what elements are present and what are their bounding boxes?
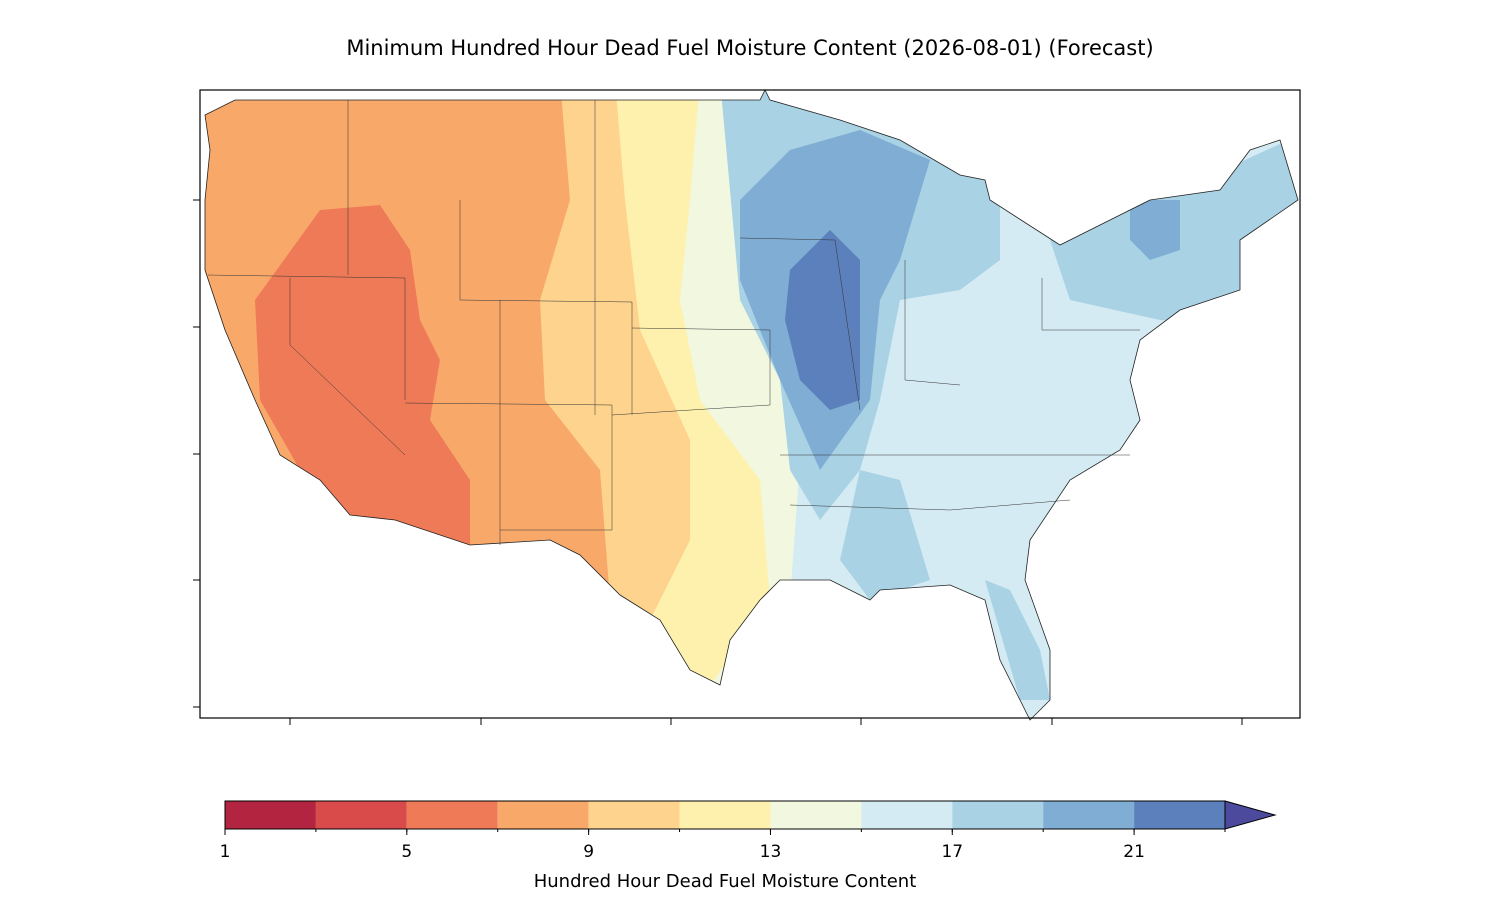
colorbar-bin (315, 801, 407, 829)
colorbar-bin (1134, 801, 1225, 829)
colorbar-tick-label: 1 (220, 842, 231, 862)
colorbar-bin (406, 801, 498, 829)
colorbar-bin (225, 801, 316, 829)
colorbar: 1 5 9 13 17 21 (220, 800, 1277, 862)
moisture-zone (255, 205, 470, 550)
colorbar-bin (861, 801, 953, 829)
colorbar-tick-label: 21 (1123, 842, 1145, 862)
frame-ticks (193, 199, 1243, 725)
moisture-zone (785, 230, 860, 410)
colorbar-tick-label: 13 (760, 842, 782, 862)
moisture-zone (985, 580, 1050, 700)
moisture-zone (840, 470, 930, 600)
colorbar-extend (1224, 800, 1277, 830)
colorbar-tick-label: 5 (401, 842, 412, 862)
colorbar-tick-label: 9 (583, 842, 594, 862)
colorbar-bin (497, 801, 589, 829)
colorbar-bin (679, 801, 771, 829)
us-outline (204, 89, 1299, 721)
map (205, 90, 1298, 720)
colorbar-tick-label: 17 (941, 842, 963, 862)
colorbar-frame (224, 800, 1226, 830)
colorbar-bin (770, 801, 862, 829)
state-lines (207, 100, 1140, 545)
colorbar-bin (1043, 801, 1135, 829)
colorbar-bin (588, 801, 680, 829)
colorbar-bin (952, 801, 1044, 829)
chart-title: Minimum Hundred Hour Dead Fuel Moisture … (346, 36, 1153, 60)
map-frame (199, 89, 1301, 719)
colorbar-label: Hundred Hour Dead Fuel Moisture Content (534, 871, 917, 892)
moisture-zone (1130, 200, 1180, 260)
